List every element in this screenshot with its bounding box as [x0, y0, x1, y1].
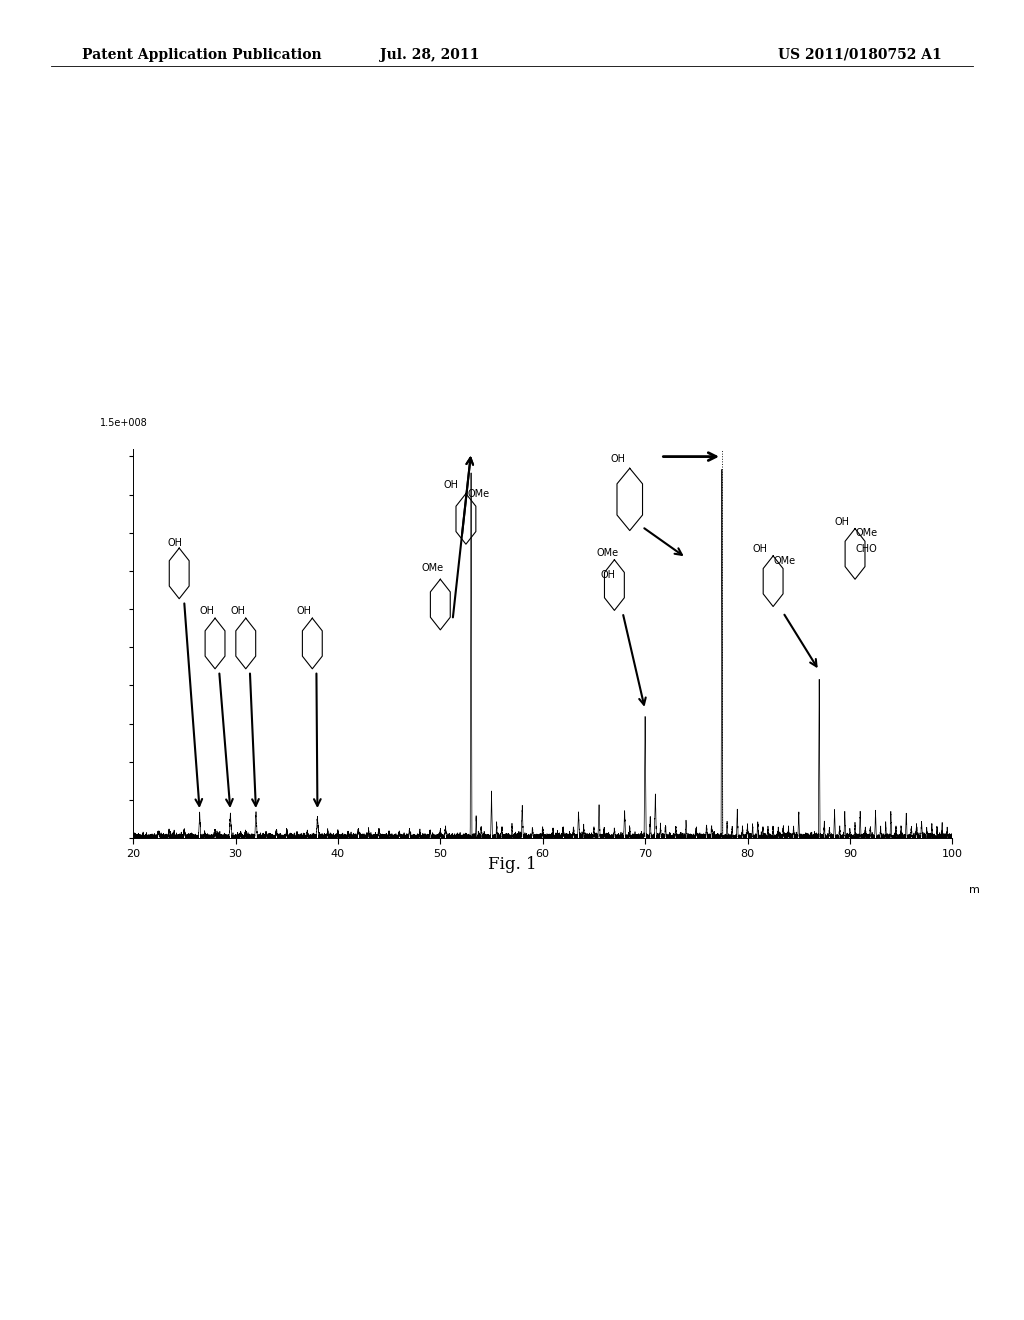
Text: Fig. 1: Fig. 1	[487, 857, 537, 873]
Text: OH: OH	[230, 606, 245, 616]
Text: Jul. 28, 2011: Jul. 28, 2011	[380, 48, 480, 62]
Text: OMe: OMe	[421, 564, 443, 573]
Text: OMe: OMe	[855, 528, 878, 539]
Text: OH: OH	[600, 569, 615, 579]
Text: OH: OH	[200, 606, 214, 616]
Text: 1.5e+008: 1.5e+008	[100, 417, 148, 428]
Text: m: m	[969, 884, 980, 895]
Text: OMe: OMe	[597, 548, 618, 558]
Text: US 2011/0180752 A1: US 2011/0180752 A1	[778, 48, 942, 62]
Text: OMe: OMe	[468, 490, 489, 499]
Text: OH: OH	[753, 544, 768, 554]
Text: OH: OH	[443, 479, 459, 490]
Text: OH: OH	[297, 606, 311, 616]
Text: Patent Application Publication: Patent Application Publication	[82, 48, 322, 62]
Text: CHO: CHO	[855, 544, 877, 554]
Text: OH: OH	[835, 516, 850, 527]
Text: OH: OH	[168, 539, 182, 548]
Text: OH: OH	[610, 454, 626, 465]
Text: OMe: OMe	[773, 556, 796, 566]
